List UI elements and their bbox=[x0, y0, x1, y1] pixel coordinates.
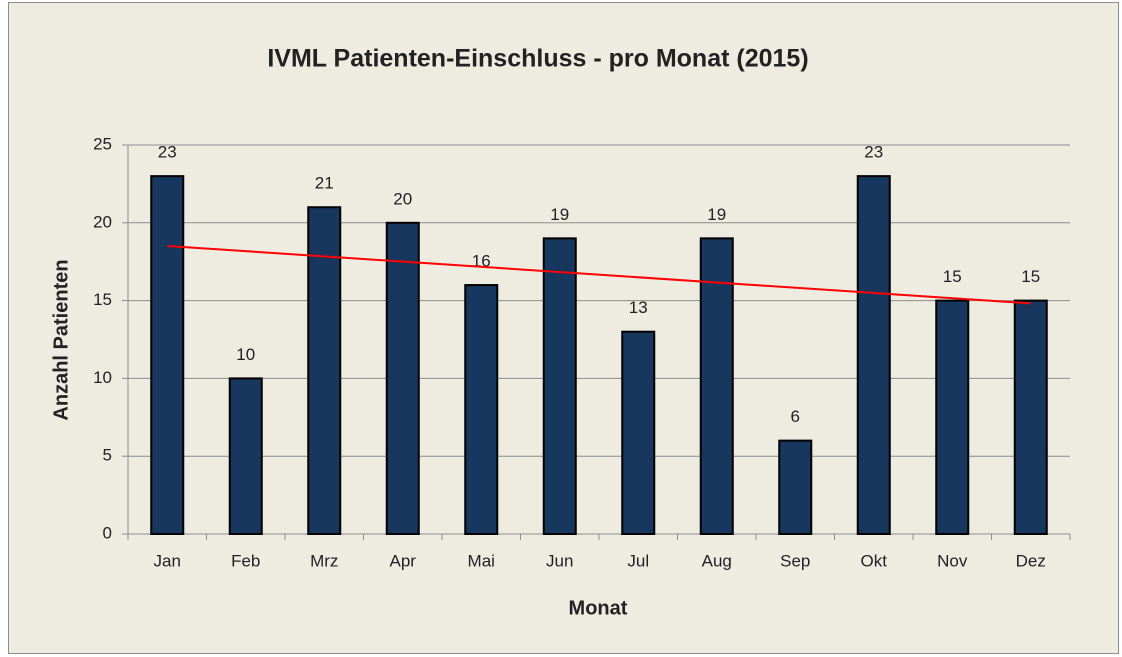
bar bbox=[935, 299, 970, 535]
y-tick-label: 10 bbox=[93, 368, 112, 387]
x-tick-label: Dez bbox=[1016, 551, 1046, 570]
data-label: 13 bbox=[629, 298, 648, 317]
bar bbox=[778, 439, 813, 536]
y-tick-label: 25 bbox=[93, 134, 112, 153]
x-tick-label: Aug bbox=[702, 551, 732, 570]
bar bbox=[1013, 299, 1048, 535]
bar bbox=[542, 237, 577, 536]
y-tick-label: 20 bbox=[93, 212, 112, 231]
x-tick-label: Jan bbox=[154, 551, 181, 570]
bar bbox=[307, 206, 342, 536]
data-label: 10 bbox=[236, 345, 255, 364]
chart-title: IVML Patienten-Einschluss - pro Monat (2… bbox=[267, 45, 808, 73]
data-label: 20 bbox=[393, 189, 412, 208]
x-tick-label: Nov bbox=[937, 551, 968, 570]
x-tick-label: Okt bbox=[861, 551, 888, 570]
x-tick-label: Sep bbox=[780, 551, 810, 570]
data-label: 23 bbox=[158, 143, 177, 162]
x-tick-label: Apr bbox=[390, 551, 417, 570]
y-axis-label: Anzahl Patienten bbox=[50, 259, 72, 420]
data-label: 15 bbox=[943, 267, 962, 286]
x-tick-label: Jun bbox=[546, 551, 573, 570]
bar bbox=[385, 221, 420, 536]
x-tick-label: Mrz bbox=[310, 551, 338, 570]
data-label: 19 bbox=[707, 205, 726, 224]
data-label: 19 bbox=[550, 205, 569, 224]
data-label: 15 bbox=[1021, 267, 1040, 286]
bar bbox=[699, 237, 734, 536]
bar bbox=[621, 330, 656, 535]
x-tick-label: Feb bbox=[231, 551, 260, 570]
data-label: 23 bbox=[864, 143, 883, 162]
y-tick-label: 5 bbox=[103, 446, 112, 465]
x-tick-label: Jul bbox=[627, 551, 649, 570]
bar bbox=[228, 377, 263, 535]
y-tick-label: 0 bbox=[103, 523, 112, 542]
x-tick-label: Mai bbox=[468, 551, 495, 570]
data-label: 21 bbox=[315, 174, 334, 193]
y-tick-label: 15 bbox=[93, 290, 112, 309]
x-axis-label: Monat bbox=[569, 597, 628, 619]
trendline bbox=[167, 244, 1031, 305]
bar bbox=[856, 175, 891, 535]
bar bbox=[150, 175, 185, 535]
bar bbox=[464, 284, 499, 536]
data-label: 6 bbox=[791, 407, 800, 426]
